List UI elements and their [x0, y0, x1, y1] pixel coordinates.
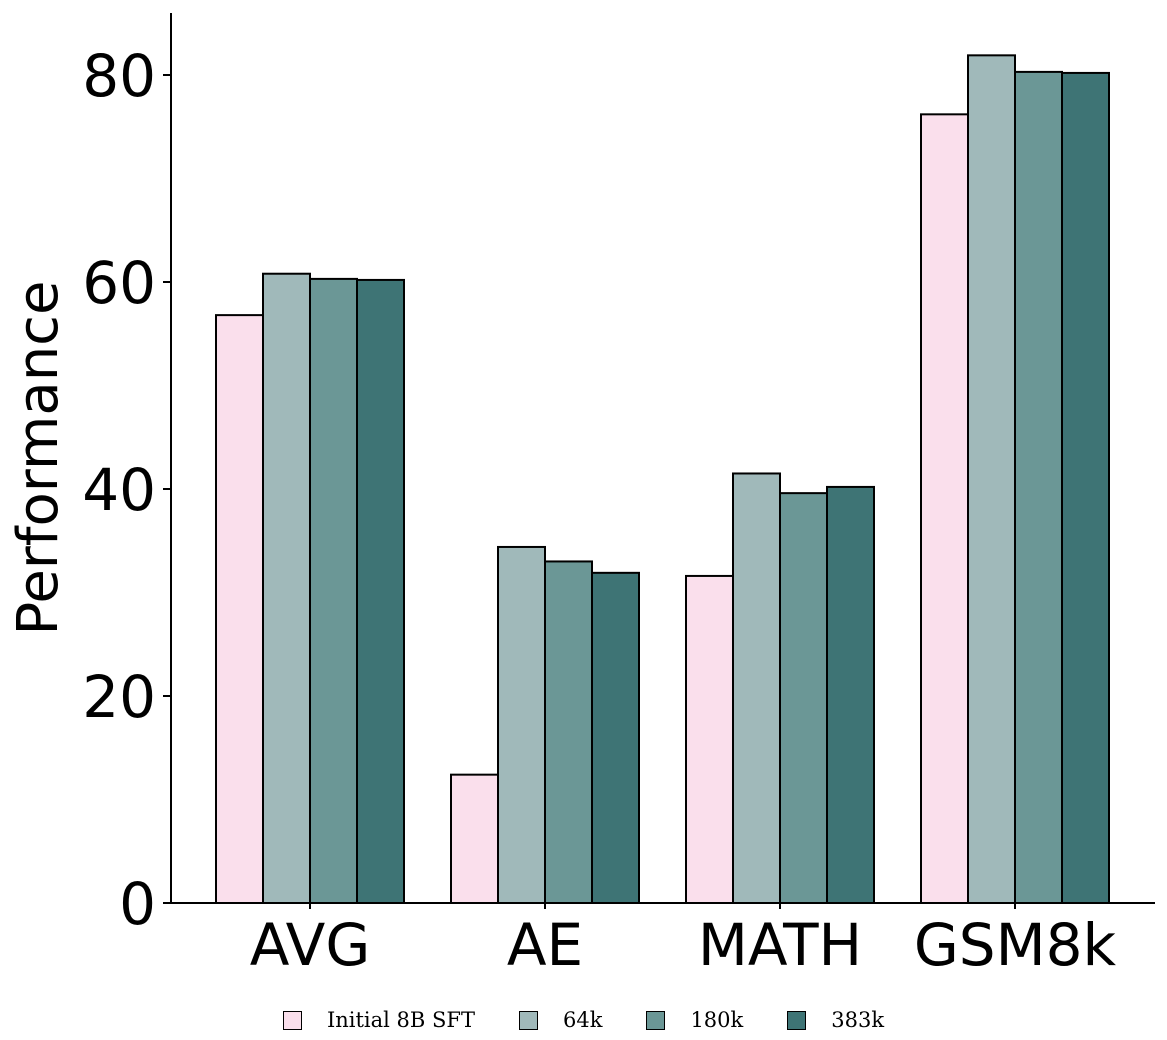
y-tick-label: 0 [119, 870, 156, 938]
bar-ae-383k [591, 571, 640, 905]
bar-avg-64k [262, 272, 311, 905]
bar-avg-initial-8b-sft [215, 314, 264, 904]
legend-label: 383k [831, 1008, 885, 1032]
bar-gsm8k-180k [1014, 70, 1063, 904]
bar-ae-180k [544, 560, 593, 904]
bar-ae-64k [497, 545, 546, 905]
bar-ae-initial-8b-sft [450, 773, 499, 904]
x-tick-label: AE [507, 911, 583, 979]
x-ticks-group: AVG AE MATH GSM8k [250, 903, 1117, 979]
bar-gsm8k-383k [1061, 71, 1110, 905]
legend-item: Initial 8B SFT [282, 1008, 475, 1032]
legend-label: 64k [562, 1008, 603, 1032]
x-tick-label: AVG [250, 911, 371, 979]
bar-gsm8k-64k [967, 54, 1016, 904]
y-ticks-group: 0 20 40 60 80 [82, 42, 171, 938]
legend-item: 180k [646, 1008, 743, 1032]
legend-item: 383k [787, 1008, 884, 1032]
legend-label: Initial 8B SFT [326, 1008, 475, 1032]
legend: Initial 8B SFT 64k 180k 383k [0, 1004, 1167, 1036]
bar-avg-180k [309, 277, 358, 904]
bar-math-initial-8b-sft [685, 574, 734, 904]
y-axis-label: Performance [6, 281, 71, 636]
legend-swatch [787, 1010, 807, 1030]
bar-math-180k [779, 492, 828, 904]
bar-chart: 0 20 40 60 80 AVG AE MATH GSM8k Performance [6, 13, 1155, 979]
legend-item: 64k [518, 1008, 603, 1032]
y-tick-label: 60 [82, 249, 156, 317]
x-tick-label: MATH [698, 911, 862, 979]
y-tick-label: 80 [82, 42, 156, 110]
x-tick-label: GSM8k [914, 911, 1117, 979]
bar-gsm8k-initial-8b-sft [920, 113, 969, 904]
legend-label: 180k [690, 1008, 744, 1032]
legend-swatch [282, 1010, 302, 1030]
bar-avg-383k [356, 278, 405, 904]
legend-swatch [518, 1010, 538, 1030]
y-tick-label: 40 [82, 456, 156, 524]
y-tick-label: 20 [82, 663, 156, 731]
bar-math-64k [732, 472, 781, 904]
legend-swatch [646, 1010, 666, 1030]
bar-math-383k [826, 485, 875, 904]
bars-group [215, 54, 1110, 905]
